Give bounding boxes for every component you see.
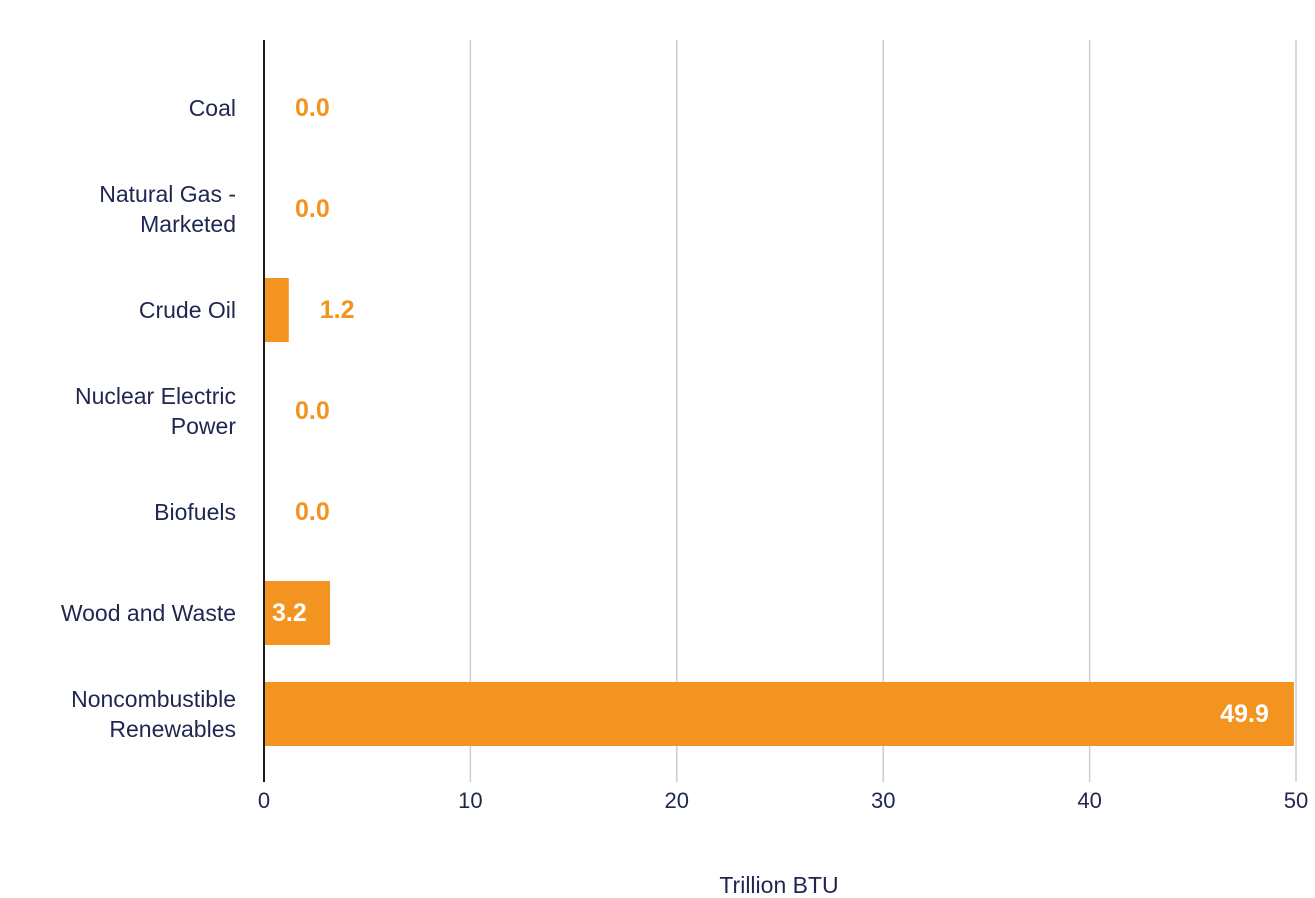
category-label: Noncombustible bbox=[71, 686, 236, 712]
bar bbox=[264, 581, 331, 645]
data-label: 0.0 bbox=[295, 397, 330, 425]
x-tick-label: 0 bbox=[258, 788, 270, 813]
category-label: Marketed bbox=[140, 211, 236, 237]
x-tick-label: 30 bbox=[871, 788, 895, 813]
x-tick-label: 50 bbox=[1284, 788, 1308, 813]
gridlines bbox=[469, 40, 1297, 782]
category-label: Natural Gas - bbox=[99, 181, 236, 207]
category-label: Crude Oil bbox=[139, 297, 236, 323]
category-label: Wood and Waste bbox=[61, 600, 236, 626]
x-tick-label: 40 bbox=[1077, 788, 1101, 813]
category-label: Coal bbox=[189, 95, 236, 121]
data-label: 3.2 bbox=[272, 599, 307, 627]
x-tick-label: 20 bbox=[665, 788, 689, 813]
data-label: 49.9 bbox=[1220, 700, 1269, 728]
category-label: Nuclear Electric bbox=[75, 383, 236, 409]
category-label: Biofuels bbox=[154, 499, 236, 525]
x-tick-label: 10 bbox=[458, 788, 482, 813]
bar bbox=[264, 682, 1294, 746]
data-label: 0.0 bbox=[295, 498, 330, 526]
bars bbox=[264, 278, 1294, 746]
bar bbox=[264, 278, 289, 342]
data-label: 0.0 bbox=[295, 195, 330, 223]
data-label: 1.2 bbox=[320, 296, 355, 324]
labels: 0 10 20 30 40 50 Coal 0.0 Natural Gas - Marketed 0… bbox=[61, 94, 1308, 813]
x-axis-title: Trillion BTU bbox=[719, 872, 838, 898]
category-label: Renewables bbox=[109, 716, 236, 742]
category-label: Power bbox=[171, 413, 237, 439]
data-label: 0.0 bbox=[295, 94, 330, 122]
